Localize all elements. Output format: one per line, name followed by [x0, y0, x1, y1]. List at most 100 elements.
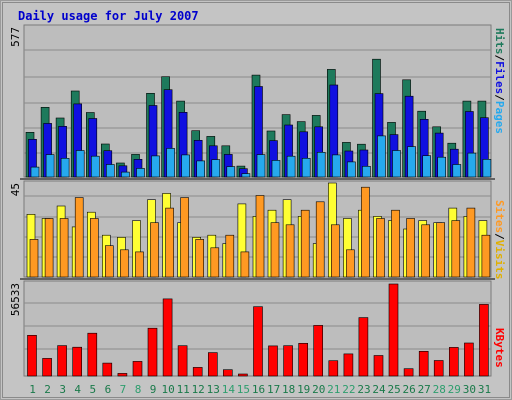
x-tick-label-day-28: 28 — [433, 383, 446, 396]
legend-panel-2: Sites/Visits — [493, 200, 506, 280]
bar-pages-day-7 — [121, 171, 130, 178]
bar-sites-day-27 — [421, 224, 431, 278]
bar-sites-day-21 — [330, 224, 340, 278]
bar-sites-day-26 — [406, 218, 415, 278]
bar-sites-day-3 — [59, 218, 69, 278]
bar-sites-day-20 — [315, 201, 325, 278]
bar-kbytes-day-6 — [102, 362, 113, 377]
bar-pages-day-6 — [106, 164, 115, 178]
bar-sites-day-16 — [255, 195, 265, 278]
bar-sites-day-17 — [270, 222, 280, 278]
bar-pages-day-27 — [422, 155, 432, 178]
x-tick-label-day-10: 10 — [161, 383, 174, 396]
x-tick-label-day-21: 21 — [327, 383, 340, 396]
x-tick-label-day-11: 11 — [177, 383, 190, 396]
bar-kbytes-day-28 — [433, 360, 444, 377]
bar-sites-day-13 — [210, 247, 220, 278]
bar-sites-day-24 — [376, 218, 385, 278]
x-tick-label-day-23: 23 — [357, 383, 370, 396]
x-tick-label-day-24: 24 — [372, 383, 386, 396]
bar-pages-day-12 — [196, 160, 205, 178]
bar-pages-day-23 — [362, 166, 371, 178]
x-tick-label-day-14: 14 — [222, 383, 236, 396]
bar-pages-day-9 — [151, 155, 160, 178]
bar-pages-day-22 — [347, 161, 356, 178]
bar-pages-day-10 — [166, 148, 175, 178]
x-tick-label-day-15: 15 — [237, 383, 250, 396]
x-tick-label-day-17: 17 — [267, 383, 280, 396]
bar-sites-day-29 — [451, 220, 461, 278]
bar-pages-day-18 — [286, 155, 296, 178]
x-tick-label-day-1: 1 — [29, 383, 36, 396]
bar-kbytes-day-19 — [298, 342, 309, 377]
bar-pages-day-15 — [241, 173, 251, 178]
x-tick-label-day-13: 13 — [207, 383, 220, 396]
bar-sites-day-14 — [225, 234, 235, 278]
x-tick-label-day-5: 5 — [89, 383, 96, 396]
bar-sites-day-10 — [165, 207, 174, 278]
bar-sites-day-28 — [436, 222, 446, 278]
x-tick-label-day-6: 6 — [105, 383, 112, 396]
bar-pages-day-24 — [377, 135, 386, 178]
legend-panel-3: KBytes — [493, 328, 506, 368]
legend-panel-1: Hits/Files/Pages — [493, 28, 506, 134]
x-tick-label-day-27: 27 — [418, 383, 431, 396]
x-tick-label-day-25: 25 — [387, 383, 400, 396]
bar-kbytes-day-7 — [117, 373, 128, 377]
bar-pages-day-4 — [75, 150, 85, 178]
bar-kbytes-day-2 — [42, 358, 52, 377]
bar-kbytes-day-5 — [87, 332, 98, 377]
bar-sites-day-1 — [29, 239, 39, 278]
bar-pages-day-11 — [181, 154, 190, 178]
x-tick-label-day-9: 9 — [150, 383, 157, 396]
x-tick-label-day-22: 22 — [342, 383, 355, 396]
bar-pages-day-29 — [452, 164, 462, 178]
bar-sites-day-30 — [466, 207, 476, 278]
bar-pages-day-20 — [316, 152, 326, 178]
legend-files: Files — [493, 61, 506, 94]
bar-sites-day-31 — [481, 234, 491, 278]
x-tick-label-day-3: 3 — [59, 383, 66, 396]
bar-pages-day-21 — [331, 154, 341, 178]
bar-sites-day-2 — [44, 218, 54, 278]
bar-kbytes-day-30 — [464, 342, 474, 377]
x-tick-label-day-19: 19 — [297, 383, 310, 396]
x-tick-label-day-30: 30 — [463, 383, 476, 396]
bar-pages-day-30 — [467, 152, 477, 178]
bar-kbytes-day-20 — [313, 325, 324, 377]
legend-slash: / — [493, 233, 506, 240]
chart-title: Daily usage for July 2007 — [18, 9, 199, 23]
legend-kbytes: KBytes — [493, 328, 506, 368]
bar-kbytes-day-13 — [208, 352, 218, 377]
y-axis-max-label: 45 — [9, 183, 22, 196]
bar-sites-day-7 — [120, 249, 129, 278]
bar-kbytes-day-26 — [403, 368, 414, 377]
bar-kbytes-day-10 — [162, 298, 173, 377]
x-tick-label-day-2: 2 — [44, 383, 51, 396]
bar-kbytes-day-21 — [328, 360, 339, 377]
bar-pages-day-13 — [211, 159, 221, 178]
bar-sites-day-9 — [150, 222, 159, 278]
bar-kbytes-day-27 — [418, 350, 429, 377]
x-tick-label-day-8: 8 — [135, 383, 142, 396]
legend-hits: Hits — [493, 28, 506, 55]
bar-kbytes-day-22 — [343, 353, 354, 377]
bar-sites-day-8 — [135, 251, 144, 278]
bar-sites-day-5 — [90, 218, 99, 278]
x-tick-label-day-31: 31 — [478, 383, 491, 396]
bar-pages-day-8 — [136, 168, 145, 178]
legend-slash: / — [493, 55, 506, 62]
bar-pages-day-25 — [392, 150, 401, 178]
bar-kbytes-day-14 — [223, 369, 233, 377]
bar-pages-day-2 — [45, 154, 55, 178]
bar-kbytes-day-15 — [238, 373, 248, 377]
bar-sites-day-4 — [74, 197, 84, 278]
bar-kbytes-day-31 — [479, 304, 489, 377]
bar-kbytes-day-12 — [192, 367, 203, 377]
bar-pages-day-5 — [91, 155, 100, 178]
x-tick-label-day-18: 18 — [282, 383, 295, 396]
bar-sites-day-11 — [180, 197, 189, 278]
bar-sites-day-25 — [391, 209, 400, 278]
